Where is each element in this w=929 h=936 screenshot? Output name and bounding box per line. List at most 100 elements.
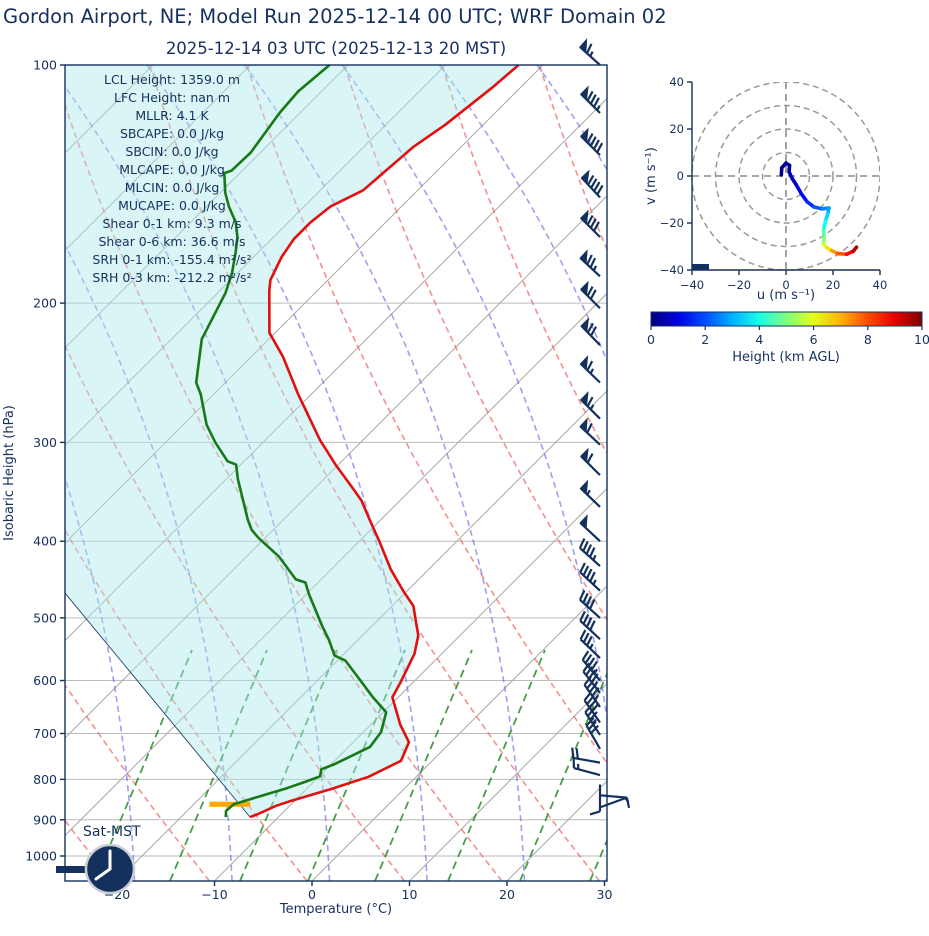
barb-half — [589, 51, 594, 57]
hodograph-u-tick-label: 40 — [873, 278, 888, 292]
mixing-ratio-line — [447, 649, 546, 881]
pressure-tick-label: 400 — [33, 534, 57, 549]
barb-full — [579, 562, 586, 573]
barb-pennant — [579, 479, 589, 495]
annotation-shear06: Shear 0-6 km: 36.6 m/s — [98, 234, 245, 249]
barb-half — [592, 265, 598, 272]
cin-shade-region — [65, 65, 519, 818]
barb-full — [596, 184, 604, 195]
isotherm-line — [65, 97, 607, 642]
skewt-background-grid — [65, 65, 607, 881]
barb-pennant — [579, 514, 588, 530]
colorbar-tick-label: 2 — [701, 332, 709, 347]
barb-full — [586, 254, 593, 265]
wind-barb — [581, 650, 601, 682]
temperature-tick-label: 20 — [499, 887, 515, 902]
barb-full — [585, 544, 593, 555]
wind-barb — [579, 38, 601, 66]
parcel-line — [64, 592, 251, 818]
barb-full — [587, 174, 595, 186]
annotation-lcl: LCL Height: 1359.0 m — [104, 72, 240, 87]
annotation-mucape: MUCAPE: 0.0 J/kg — [118, 198, 226, 213]
barb-staff — [573, 756, 601, 764]
x-axis-label: Temperature (°C) — [279, 902, 392, 917]
barb-pennant — [580, 391, 589, 407]
barb-full — [582, 632, 590, 643]
pressure-tick-label: 800 — [33, 772, 57, 787]
mixing-ratio-line — [374, 649, 473, 881]
hodograph-y-label: v (m s⁻¹) — [644, 147, 659, 205]
barb-full — [575, 748, 579, 759]
wind-barb — [579, 355, 601, 384]
hodograph-v-tick-label: −40 — [660, 263, 684, 277]
colorbar-tick-label: 8 — [864, 332, 872, 347]
plot-frame — [64, 64, 608, 882]
wind-barb — [580, 209, 601, 238]
wind-barb — [571, 747, 601, 764]
moist-adiabat — [146, 65, 428, 881]
barb-full — [593, 181, 601, 192]
isotherm-line — [506, 780, 607, 881]
hodograph-trace-segment — [851, 245, 859, 253]
barb-full — [590, 660, 598, 671]
wind-barb — [579, 417, 601, 446]
hodograph-u-tick-label: 0 — [782, 278, 789, 292]
mixing-ratio-line — [589, 838, 607, 881]
barb-full — [586, 707, 596, 717]
moist-adiabat — [65, 243, 233, 881]
barb-full — [596, 142, 604, 153]
hodograph-v-tick-label: 0 — [677, 169, 684, 183]
barb-full — [586, 635, 593, 647]
sounding-curves — [64, 64, 520, 819]
wind-barb — [580, 85, 601, 114]
hodograph-ring — [714, 104, 858, 248]
colorbar-tick-label: 10 — [914, 332, 929, 347]
barb-full — [586, 214, 594, 226]
barb-full — [586, 422, 593, 434]
hodograph-v-tick-label: 40 — [669, 75, 684, 89]
barb-full — [588, 683, 598, 693]
dewpoint-curve — [194, 64, 388, 818]
barb-full — [584, 653, 593, 664]
colorbar-label: Height (km AGL) — [732, 350, 840, 365]
wind-barb — [580, 127, 604, 156]
barb-full — [581, 650, 590, 661]
barb-half — [589, 368, 595, 374]
isotherm-line — [116, 390, 607, 881]
barb-full — [589, 218, 597, 229]
wind-barb — [580, 317, 601, 346]
barb-full — [586, 695, 595, 705]
pressure-tick-label: 600 — [33, 673, 57, 688]
annotation-sbcape: SBCAPE: 0.0 J/kg — [120, 126, 224, 141]
wind-barb — [580, 391, 601, 420]
moist-adiabat — [65, 475, 136, 881]
barb-pennant — [580, 209, 589, 225]
barb-full — [589, 136, 597, 147]
temperature-tick-label: 10 — [402, 887, 418, 902]
pressure-tick-label: 200 — [33, 296, 57, 311]
barb-half — [592, 579, 597, 586]
barb-full — [583, 675, 592, 686]
barb-pennant — [580, 280, 589, 296]
wind-barb — [579, 562, 601, 592]
mixing-ratio-line — [239, 649, 338, 881]
barb-pennant — [579, 249, 588, 265]
moist-adiabat — [341, 65, 607, 725]
barb-half — [589, 643, 594, 650]
pressure-tick-label: 900 — [33, 812, 57, 827]
wind-barb — [580, 280, 601, 310]
barb-full — [590, 178, 598, 189]
barb-pennant — [579, 417, 588, 433]
wind-barb — [578, 589, 601, 619]
wind-barb — [572, 757, 601, 777]
annotation-lfc: LFC Height: nan m — [114, 90, 230, 105]
barb-full — [579, 629, 587, 640]
mixing-ratio-line — [169, 649, 268, 881]
wind-barb — [585, 717, 601, 750]
barb-half — [593, 668, 599, 675]
barb-half — [592, 554, 597, 561]
barb-full — [585, 617, 593, 628]
moist-adiabat — [65, 85, 331, 881]
colorbar-gradient — [650, 311, 923, 327]
hodograph-ring — [738, 128, 834, 224]
